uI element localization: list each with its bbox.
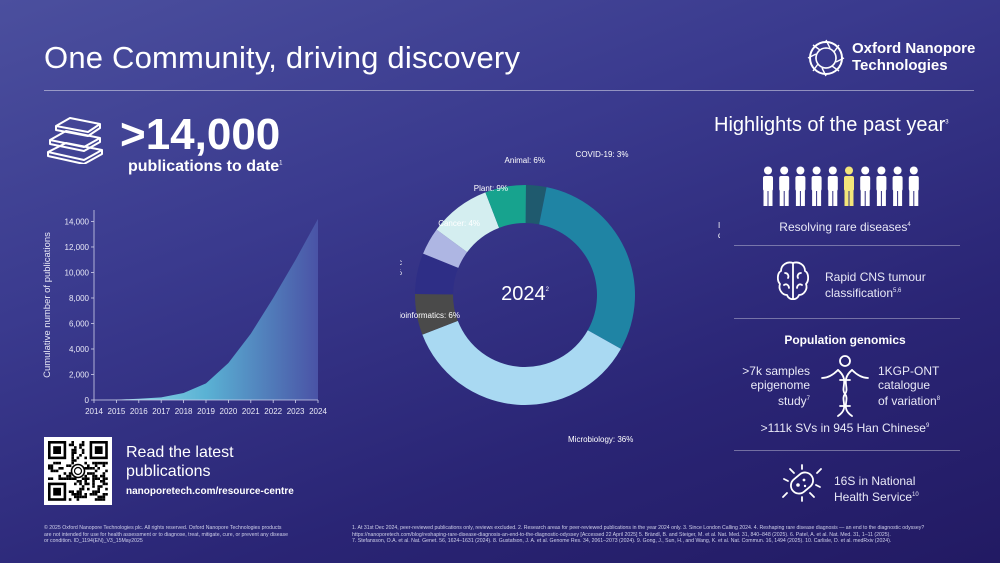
x-tick-label: 2023 xyxy=(287,407,305,416)
person-icon xyxy=(860,166,871,206)
donut-slice-label: Animal: 6% xyxy=(505,156,545,165)
donut-slice xyxy=(415,253,459,295)
person-icon xyxy=(811,166,822,206)
x-tick-label: 2017 xyxy=(152,407,170,416)
legal-notice: © 2025 Oxford Nanopore Technologies plc.… xyxy=(44,525,288,544)
x-tick-label: 2019 xyxy=(197,407,215,416)
donut-slice xyxy=(539,187,635,349)
brand-line-1: Oxford Nanopore xyxy=(852,40,976,57)
x-tick-label: 2020 xyxy=(220,407,238,416)
donut-slice-label: Bioinformatics: 6% xyxy=(400,311,460,320)
read-latest-label: Read the latest publications xyxy=(126,444,234,480)
person-icon xyxy=(827,166,838,206)
donut-center-label: 20242 xyxy=(501,283,550,305)
area-series xyxy=(94,218,318,400)
publication-count: >14,000 xyxy=(120,110,281,159)
publication-label: publications to date1 xyxy=(128,158,283,175)
x-tick-label: 2014 xyxy=(85,407,103,416)
qr-code[interactable] xyxy=(44,437,112,505)
y-tick-label: 10,000 xyxy=(65,268,90,277)
y-tick-label: 12,000 xyxy=(65,243,90,252)
title-divider xyxy=(44,90,974,91)
y-axis-label: Cumulative number of publications xyxy=(42,232,53,378)
x-tick-label: 2022 xyxy=(264,407,282,416)
people-row-icon xyxy=(763,166,919,206)
bacteria-icon xyxy=(782,464,822,502)
donut-slice-label: COVID-19: 3% xyxy=(576,150,629,159)
x-tick-label: 2024 xyxy=(309,407,327,416)
svs-label: >111k SVs in 945 Han Chinese9 xyxy=(760,421,930,435)
oxford-nanopore-logo-icon xyxy=(807,39,845,77)
y-tick-label: 2,000 xyxy=(69,370,90,379)
person-icon xyxy=(779,166,790,206)
y-tick-label: 14,000 xyxy=(65,217,90,226)
cns-tumour-label: Rapid CNS tumour classification5,6 xyxy=(825,270,926,300)
brain-icon xyxy=(776,261,810,300)
y-tick-label: 4,000 xyxy=(69,345,90,354)
divider-1 xyxy=(734,245,960,246)
donut-slice xyxy=(423,229,468,268)
rare-diseases-label: Resolving rare diseases4 xyxy=(779,220,911,234)
y-tick-label: 0 xyxy=(85,396,90,405)
donut-slice xyxy=(422,320,621,405)
y-tick-label: 8,000 xyxy=(69,294,90,303)
donut-slice xyxy=(525,185,547,225)
person-icon xyxy=(876,166,887,206)
divider-2 xyxy=(734,318,960,319)
person-dna-icon xyxy=(821,355,869,417)
highlights-title: Highlights of the past year3 xyxy=(714,114,949,136)
ref-1: 1 xyxy=(279,160,283,167)
donut-slice xyxy=(485,185,526,228)
donut-slice-label: Human geneticdisease: 6% xyxy=(400,258,402,277)
nhs-16s-label: 16S in National Health Service10 xyxy=(834,474,919,504)
research-areas-donut-chart: COVID-19: 3% Infectiousdisease: 30% Microb… xyxy=(400,150,720,444)
references: 1. At 31st Dec 2024, peer-reviewed publi… xyxy=(352,525,925,544)
y-tick-label: 6,000 xyxy=(69,319,90,328)
person-icon xyxy=(763,166,773,206)
person-icon xyxy=(844,166,854,206)
x-tick-label: 2016 xyxy=(130,407,148,416)
resource-centre-link[interactable]: nanoporetech.com/resource-centre xyxy=(126,486,294,497)
kgp-ont-label: 1KGP-ONT catalogue of variation8 xyxy=(878,364,941,408)
brand-name: Oxford Nanopore Technologies xyxy=(852,40,975,74)
person-icon xyxy=(908,166,919,206)
books-icon xyxy=(47,117,103,164)
x-tick-label: 2018 xyxy=(175,407,193,416)
person-icon xyxy=(892,166,903,206)
donut-slice-label: Cancer: 4% xyxy=(438,219,480,228)
donut-slice-label: Infectiousdisease: 30% xyxy=(718,221,720,240)
samples-epigenome-label: >7k samples epigenome study7 xyxy=(742,364,810,408)
donut-slice xyxy=(436,192,500,253)
page-title: One Community, driving discovery xyxy=(44,40,521,75)
x-tick-label: 2021 xyxy=(242,407,260,416)
donut-slice-label: Plant: 9% xyxy=(474,184,508,193)
person-icon xyxy=(795,166,806,206)
cumulative-publications-chart: 02,0004,0006,0008,00010,00012,00014,000 … xyxy=(42,210,327,416)
donut-slice xyxy=(415,294,458,335)
x-tick-label: 2015 xyxy=(108,407,126,416)
brand-line-2: Technologies xyxy=(852,57,948,74)
divider-3 xyxy=(734,450,960,451)
population-genomics-title: Population genomics xyxy=(784,333,906,347)
donut-slice-label: Microbiology: 36% xyxy=(568,435,633,444)
